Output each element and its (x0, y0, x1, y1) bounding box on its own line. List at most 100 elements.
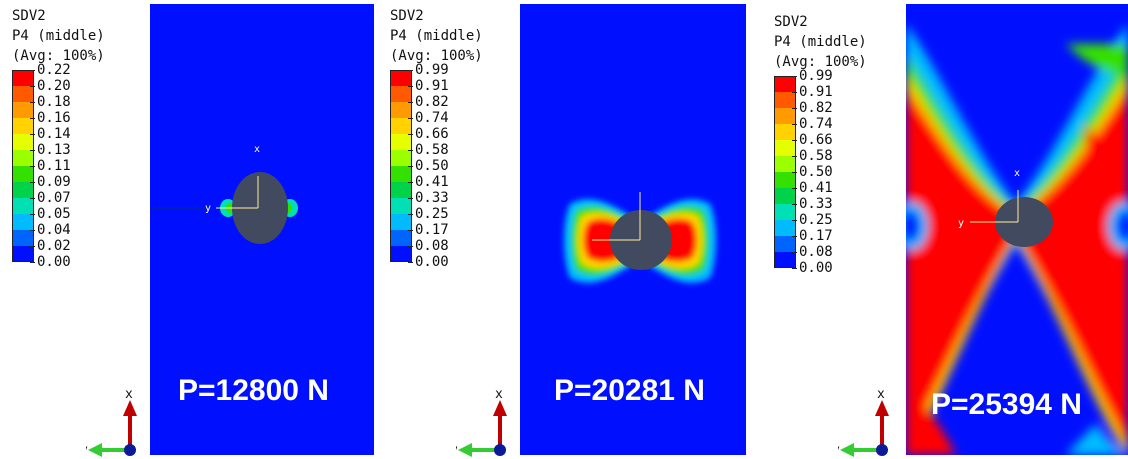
color-swatch (774, 76, 796, 92)
tick-label: 0.91 (415, 78, 449, 94)
color-swatch (774, 124, 796, 140)
tick-label: 0.99 (415, 62, 449, 78)
triad-y-label: y (838, 443, 840, 458)
tick-label: 0.09 (37, 174, 71, 190)
tick-label: 0.08 (799, 244, 833, 260)
color-swatch (774, 140, 796, 156)
triad-y-label: y (456, 443, 458, 458)
legend-2: SDV2 P4 (middle) (Avg: 100%) 0.99 0.91 0… (390, 6, 483, 270)
tick-label: 0.02 (37, 238, 71, 254)
tick-label: 0.99 (799, 68, 833, 84)
tick-label: 0.91 (799, 84, 833, 100)
tick-label: 0.41 (799, 180, 833, 196)
tick-label: 0.00 (799, 260, 833, 276)
legend-section: P4 (middle) (12, 28, 105, 44)
legend-1: SDV2 P4 (middle) (Avg: 100%) 0.22 0.20 0… (12, 6, 105, 270)
tick-label: 0.66 (799, 132, 833, 148)
hole (610, 210, 672, 270)
tick-label: 0.74 (799, 116, 833, 132)
tick-label: 0.05 (37, 206, 71, 222)
panel-1: SDV2 P4 (middle) (Avg: 100%) 0.22 0.20 0… (0, 0, 375, 459)
legend-section: P4 (middle) (390, 28, 483, 44)
tick-label: 0.08 (415, 238, 449, 254)
color-swatch (12, 150, 34, 166)
color-swatch (774, 92, 796, 108)
tick-label: 0.33 (799, 196, 833, 212)
tick-label: 0.16 (37, 110, 71, 126)
axis-triad: x y (86, 388, 137, 458)
color-swatch (390, 118, 412, 134)
tick-label: 0.58 (415, 142, 449, 158)
tick-label: 0.74 (415, 110, 449, 126)
legend-variable: SDV2 (390, 8, 424, 24)
color-swatch (12, 230, 34, 246)
tick-label: 0.04 (37, 222, 71, 238)
tick-label: 0.22 (37, 62, 71, 78)
color-bar (774, 76, 796, 268)
tick-label: 0.41 (415, 174, 449, 190)
hole (995, 197, 1053, 247)
axis-triad: x y (456, 388, 507, 458)
legend-averaging: (Avg: 100%) (12, 48, 105, 64)
tick-label: 0.11 (37, 158, 71, 174)
svg-text:y: y (958, 218, 964, 229)
tick-label: 0.17 (799, 228, 833, 244)
color-swatch (774, 172, 796, 188)
triad-x-label: x (495, 388, 503, 402)
color-swatch (12, 198, 34, 214)
contour-plot-1: x y (150, 4, 374, 455)
tick-label: 0.18 (37, 94, 71, 110)
color-swatch (390, 246, 412, 262)
color-swatch (390, 102, 412, 118)
legend-3: SDV2 P4 (middle) (Avg: 100%) 0.99 0.91 0… (774, 12, 867, 276)
tick-label: 0.82 (799, 100, 833, 116)
legend-averaging: (Avg: 100%) (390, 48, 483, 64)
svg-text:y: y (205, 203, 211, 214)
triad-y-label: y (86, 443, 88, 458)
color-bar (12, 70, 34, 262)
tick-labels: 0.22 0.20 0.18 0.16 0.14 0.13 0.11 0.09 … (37, 62, 71, 270)
color-swatch (774, 108, 796, 124)
color-swatch (774, 220, 796, 236)
tick-labels: 0.99 0.91 0.82 0.74 0.66 0.58 0.50 0.41 … (415, 62, 449, 270)
tick-label: 0.58 (799, 148, 833, 164)
svg-text:x: x (254, 144, 260, 155)
svg-text:x: x (1014, 168, 1020, 179)
color-swatch (12, 214, 34, 230)
color-swatch (774, 252, 796, 268)
color-swatch (390, 134, 412, 150)
tick-label: 0.33 (415, 190, 449, 206)
tick-label: 0.25 (799, 212, 833, 228)
legend-averaging: (Avg: 100%) (774, 54, 867, 70)
color-swatch (12, 118, 34, 134)
tick-label: 0.50 (799, 164, 833, 180)
panel-2: SDV2 P4 (middle) (Avg: 100%) 0.99 0.91 0… (376, 0, 752, 459)
triad-x-label: x (125, 388, 133, 402)
legend-variable: SDV2 (12, 8, 46, 24)
color-swatch (390, 150, 412, 166)
legend-variable: SDV2 (774, 14, 808, 30)
color-swatch (390, 86, 412, 102)
color-swatch (390, 166, 412, 182)
color-swatch (390, 70, 412, 86)
color-swatch (12, 166, 34, 182)
hole (232, 172, 288, 244)
color-swatch (12, 86, 34, 102)
axis-triad: x y (838, 388, 889, 458)
color-swatch (12, 182, 34, 198)
color-swatch (774, 156, 796, 172)
tick-label: 0.25 (415, 206, 449, 222)
color-swatch (390, 214, 412, 230)
tick-label: 0.50 (415, 158, 449, 174)
legend-section: P4 (middle) (774, 34, 867, 50)
triad-x-label: x (877, 388, 885, 402)
color-swatch (12, 246, 34, 262)
color-bar (390, 70, 412, 262)
pressure-label: P=20281 N (554, 374, 705, 407)
tick-label: 0.14 (37, 126, 71, 142)
contour-plot-2 (520, 4, 746, 455)
tick-label: 0.66 (415, 126, 449, 142)
tick-label: 0.20 (37, 78, 71, 94)
tick-label: 0.13 (37, 142, 71, 158)
color-swatch (390, 198, 412, 214)
